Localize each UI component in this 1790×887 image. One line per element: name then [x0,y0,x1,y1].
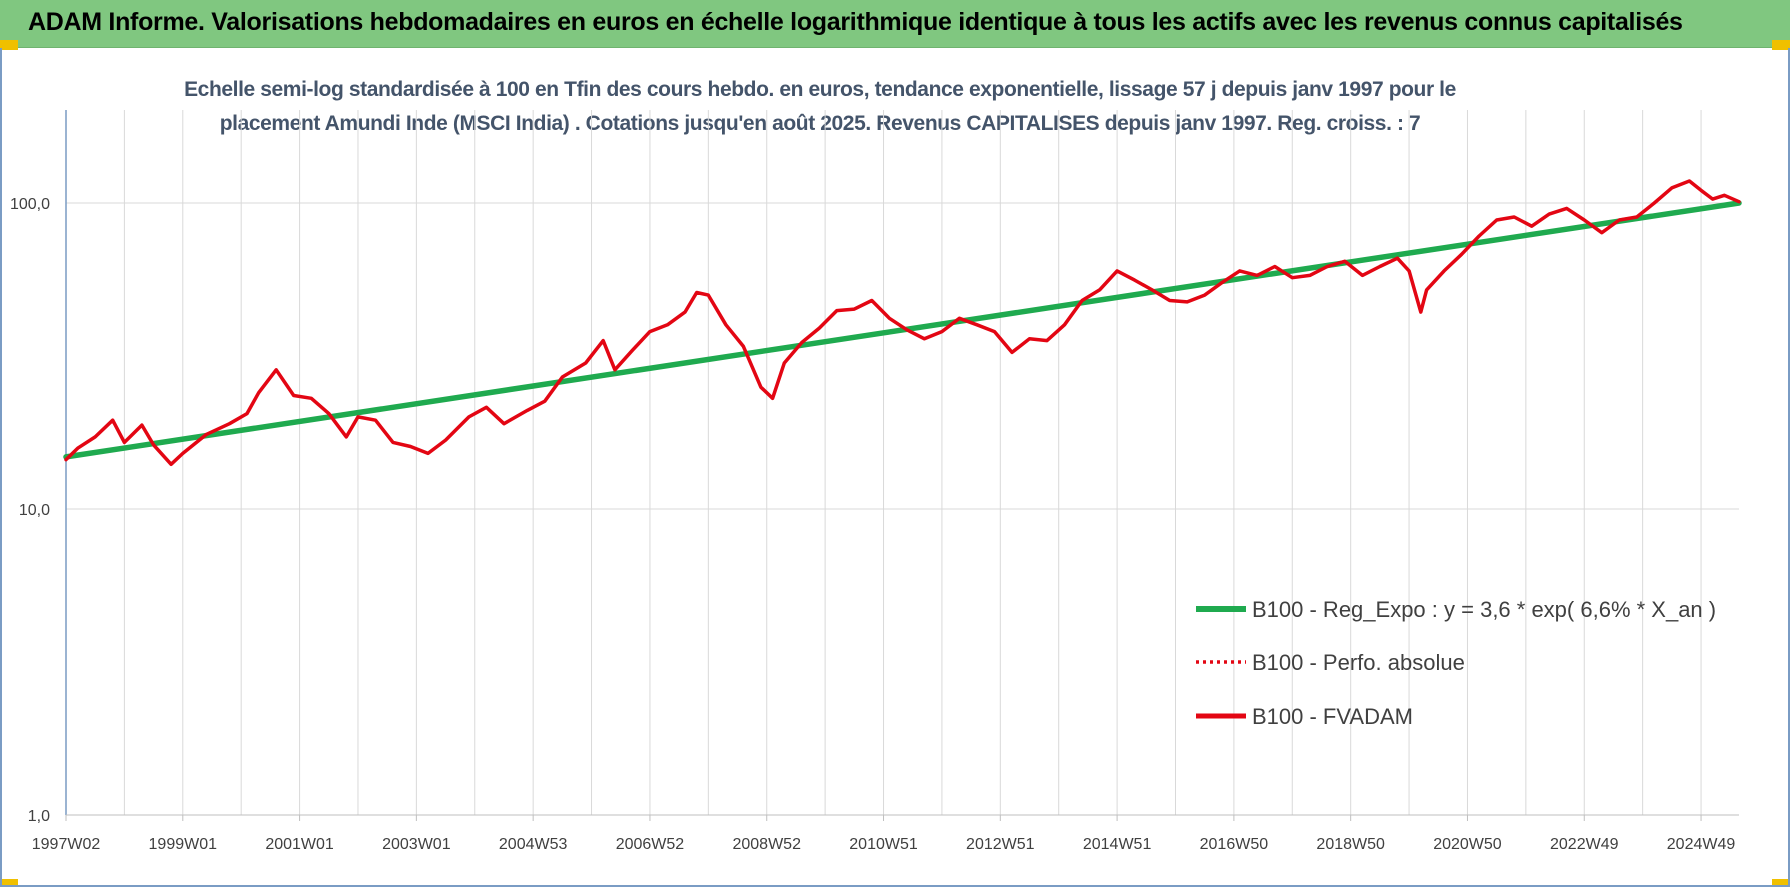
corner-marker-top-left [0,40,18,50]
corner-marker-bottom-left [0,879,18,887]
series-lines [63,179,1742,467]
axes: 1,0 10,0 100,0 1997W02 1999W01 2001W01 2003W01… [10,110,1739,853]
legend-label: B100 - Reg_Expo : y = 3,6 * exp( 6,6% * … [1252,597,1716,622]
x-tick-label: 2024W49 [1667,836,1736,853]
corner-marker-top-right [1772,40,1790,50]
chart-frame [0,48,1790,887]
x-tick-label: 2008W52 [732,836,801,853]
x-tick-label: 1999W01 [149,836,218,853]
chart-title-line-2: placement Amundi Inde (MSCI India) . Cot… [219,112,1421,135]
grid-lines [65,110,1739,816]
x-tick-label: 2022W49 [1550,836,1619,853]
series-line-0 [63,200,1742,460]
report-title: ADAM Informe. Valorisations hebdomadaire… [28,8,1683,36]
x-tick-label: 2004W53 [499,836,568,853]
x-tick-label: 1997W02 [32,836,101,853]
corner-marker-bottom-right [1772,879,1790,887]
y-tick-label: 100,0 [10,196,50,213]
x-tick-label: 2020W50 [1433,836,1502,853]
legend: B100 - Reg_Expo : y = 3,6 * exp( 6,6% * … [1196,597,1716,729]
chart-title-line-1: Echelle semi-log standardisée à 100 en T… [184,78,1456,101]
series-line-2 [64,179,1741,467]
x-tick-label: 2001W01 [265,836,334,853]
y-tick-label: 1,0 [28,808,50,825]
x-tick-label: 2018W50 [1316,836,1385,853]
y-tick-label: 10,0 [19,502,50,519]
x-tick-label: 2014W51 [1083,836,1152,853]
legend-label: B100 - Perfo. absolue [1252,650,1465,675]
x-tick-label: 2016W50 [1200,836,1269,853]
legend-label: B100 - FVADAM [1252,704,1413,729]
report-banner: ADAM Informe. Valorisations hebdomadaire… [0,0,1790,48]
x-tick-label: 2003W01 [382,836,451,853]
x-tick-label: 2006W52 [616,836,685,853]
x-tick-label: 2012W51 [966,836,1035,853]
x-tick-label: 2010W51 [849,836,918,853]
